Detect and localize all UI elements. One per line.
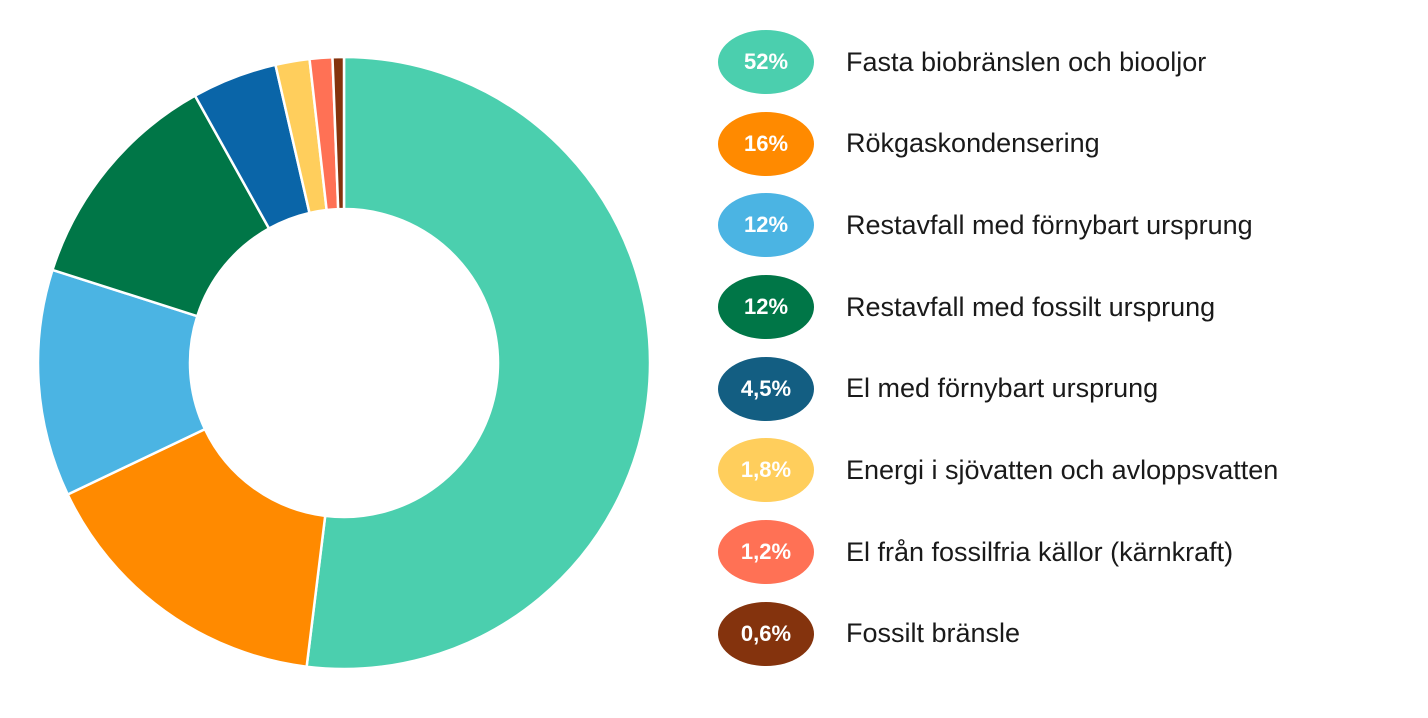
- donut-slice-8: [331, 55, 346, 211]
- legend-label: Restavfall med fossilt ursprung: [846, 291, 1216, 322]
- legend-value-badge: 1,8%: [718, 438, 814, 503]
- legend-label: Energi i sjövatten och avloppsvatten: [846, 454, 1279, 485]
- legend-label: Rökgaskondensering: [846, 128, 1100, 159]
- legend-item: 12% Restavfall med förnybart ursprung: [718, 193, 1418, 258]
- legend-value-badge: 12%: [718, 193, 814, 258]
- legend-item: 1,8% Energi i sjövatten och avloppsvatten: [718, 438, 1418, 503]
- legend-value-badge: 12%: [718, 275, 814, 340]
- legend-item: 0,6% Fossilt bränsle: [718, 601, 1418, 666]
- donut-slice-2: [66, 427, 327, 668]
- legend-value-badge: 4,5%: [718, 356, 814, 421]
- donut-slice-1: [305, 55, 652, 671]
- legend-label: El med förnybart ursprung: [846, 373, 1159, 404]
- legend-item: 1,2% El från fossilfria källor (kärnkraft…: [718, 520, 1418, 585]
- legend-item: 12% Restavfall med fossilt ursprung: [718, 275, 1418, 340]
- legend-item: 4,5% El med förnybart ursprung: [718, 356, 1418, 421]
- legend-value-badge: 0,6%: [718, 601, 814, 666]
- legend-label: El från fossilfria källor (kärnkraft): [846, 536, 1234, 567]
- legend-label: Fasta biobränslen och biooljor: [846, 46, 1207, 77]
- legend-item: 52% Fasta biobränslen och biooljor: [718, 30, 1418, 94]
- legend-value-badge: 52%: [718, 30, 814, 94]
- legend-item: 16% Rökgaskondensering: [718, 111, 1418, 176]
- legend-value-badge: 16%: [718, 111, 814, 176]
- donut-chart: [36, 55, 652, 671]
- chart-legend: 52% Fasta biobränslen och biooljor 16% Rökg…: [718, 30, 1418, 684]
- legend-value-badge: 1,2%: [718, 520, 814, 585]
- legend-label: Fossilt bränsle: [846, 618, 1021, 649]
- legend-label: Restavfall med förnybart ursprung: [846, 209, 1253, 240]
